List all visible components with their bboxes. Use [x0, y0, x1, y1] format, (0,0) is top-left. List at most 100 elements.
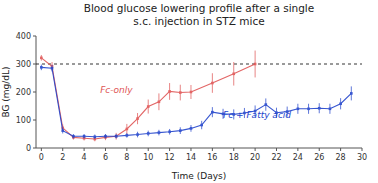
x-tick-label: 12 [165, 153, 175, 162]
marker [318, 107, 321, 110]
x-tick [233, 148, 234, 151]
y-tick [33, 64, 36, 65]
x-tick-label: 10 [143, 153, 153, 162]
y-tick-label: 300 [16, 60, 31, 69]
marker [136, 117, 139, 120]
error-bar [212, 73, 213, 93]
error-bar [148, 100, 149, 114]
title: Blood glucose lowering profile after a s… [84, 2, 315, 27]
marker [297, 108, 300, 111]
error-bar [84, 134, 85, 138]
x-tick [362, 148, 363, 151]
y-tick [33, 148, 36, 149]
marker [115, 135, 118, 138]
error-bar [137, 132, 138, 138]
marker [329, 108, 332, 111]
marker [126, 128, 129, 131]
x-tick [190, 148, 191, 151]
error-bar [180, 85, 181, 101]
series-line [41, 67, 351, 136]
x-tick-label: 18 [229, 153, 239, 162]
error-bar [148, 131, 149, 137]
marker [254, 63, 257, 66]
x-tick-label: 6 [103, 153, 108, 162]
marker [158, 131, 161, 134]
series [40, 65, 353, 139]
x-axis-label: Time (Days) [171, 171, 226, 181]
error-bar [94, 135, 95, 139]
error-bar [158, 93, 159, 110]
x-tick-label: 30 [357, 153, 367, 162]
error-bar [105, 134, 106, 138]
marker [350, 92, 353, 95]
y-tick [33, 120, 36, 121]
marker [232, 73, 235, 76]
x-axis-line [36, 148, 362, 149]
marker [72, 135, 75, 138]
marker [265, 103, 268, 106]
chart-svg: Blood glucose lowering profile after a s… [0, 0, 378, 183]
y-tick-label: 0 [26, 144, 31, 153]
error-bar [137, 113, 138, 124]
y-tick-label: 200 [16, 88, 31, 97]
x-tick [276, 148, 277, 151]
x-tick [41, 148, 42, 151]
title-line: Blood glucose lowering profile after a s… [84, 2, 315, 14]
marker [126, 134, 129, 137]
error-bar [190, 125, 191, 132]
error-bar [340, 98, 341, 109]
x-tick [148, 148, 149, 151]
y-axis-label: BG (mg/dL) [1, 66, 11, 117]
error-bar [116, 134, 117, 138]
marker [147, 132, 150, 135]
marker [190, 91, 193, 94]
marker [211, 111, 214, 114]
y-tick-label: 400 [16, 32, 31, 41]
marker [136, 133, 139, 136]
y-tick [33, 92, 36, 93]
marker [83, 135, 86, 138]
x-tick-label: 8 [124, 153, 129, 162]
marker [179, 91, 182, 94]
marker [51, 67, 54, 70]
x-tick-label: 22 [271, 153, 281, 162]
error-bar [255, 51, 256, 78]
x-tick [105, 148, 106, 151]
error-bar [329, 104, 330, 114]
x-tick-label: 0 [39, 153, 44, 162]
marker [40, 66, 43, 69]
error-bar [105, 135, 106, 141]
series-line [41, 58, 255, 139]
y-tick-label: 100 [16, 116, 31, 125]
x-tick-label: 14 [186, 153, 196, 162]
series [40, 51, 256, 142]
error-bar [41, 55, 42, 61]
error-bar [190, 85, 191, 99]
marker [93, 136, 96, 139]
x-tick [212, 148, 213, 151]
annotation: Fc-only [100, 85, 133, 95]
x-tick [126, 148, 127, 151]
x-tick-label: 16 [207, 153, 217, 162]
marker [307, 108, 310, 111]
error-bar [351, 86, 352, 100]
x-tick [340, 148, 341, 151]
x-tick [297, 148, 298, 151]
marker [40, 57, 43, 60]
error-bar [158, 130, 159, 136]
marker [115, 135, 118, 138]
error-bar [169, 83, 170, 100]
marker [168, 90, 171, 93]
error-bar [201, 121, 202, 129]
marker [147, 105, 150, 108]
x-tick-label: 20 [250, 153, 260, 162]
marker [168, 130, 171, 133]
error-bar [116, 133, 117, 140]
x-tick [255, 148, 256, 151]
x-tick-label: 28 [336, 153, 346, 162]
error-bar [233, 62, 234, 86]
marker [158, 101, 161, 104]
chart-container: Blood glucose lowering profile after a s… [0, 0, 378, 183]
annotation: Fc + Fatty acid [223, 110, 291, 120]
marker [179, 129, 182, 132]
